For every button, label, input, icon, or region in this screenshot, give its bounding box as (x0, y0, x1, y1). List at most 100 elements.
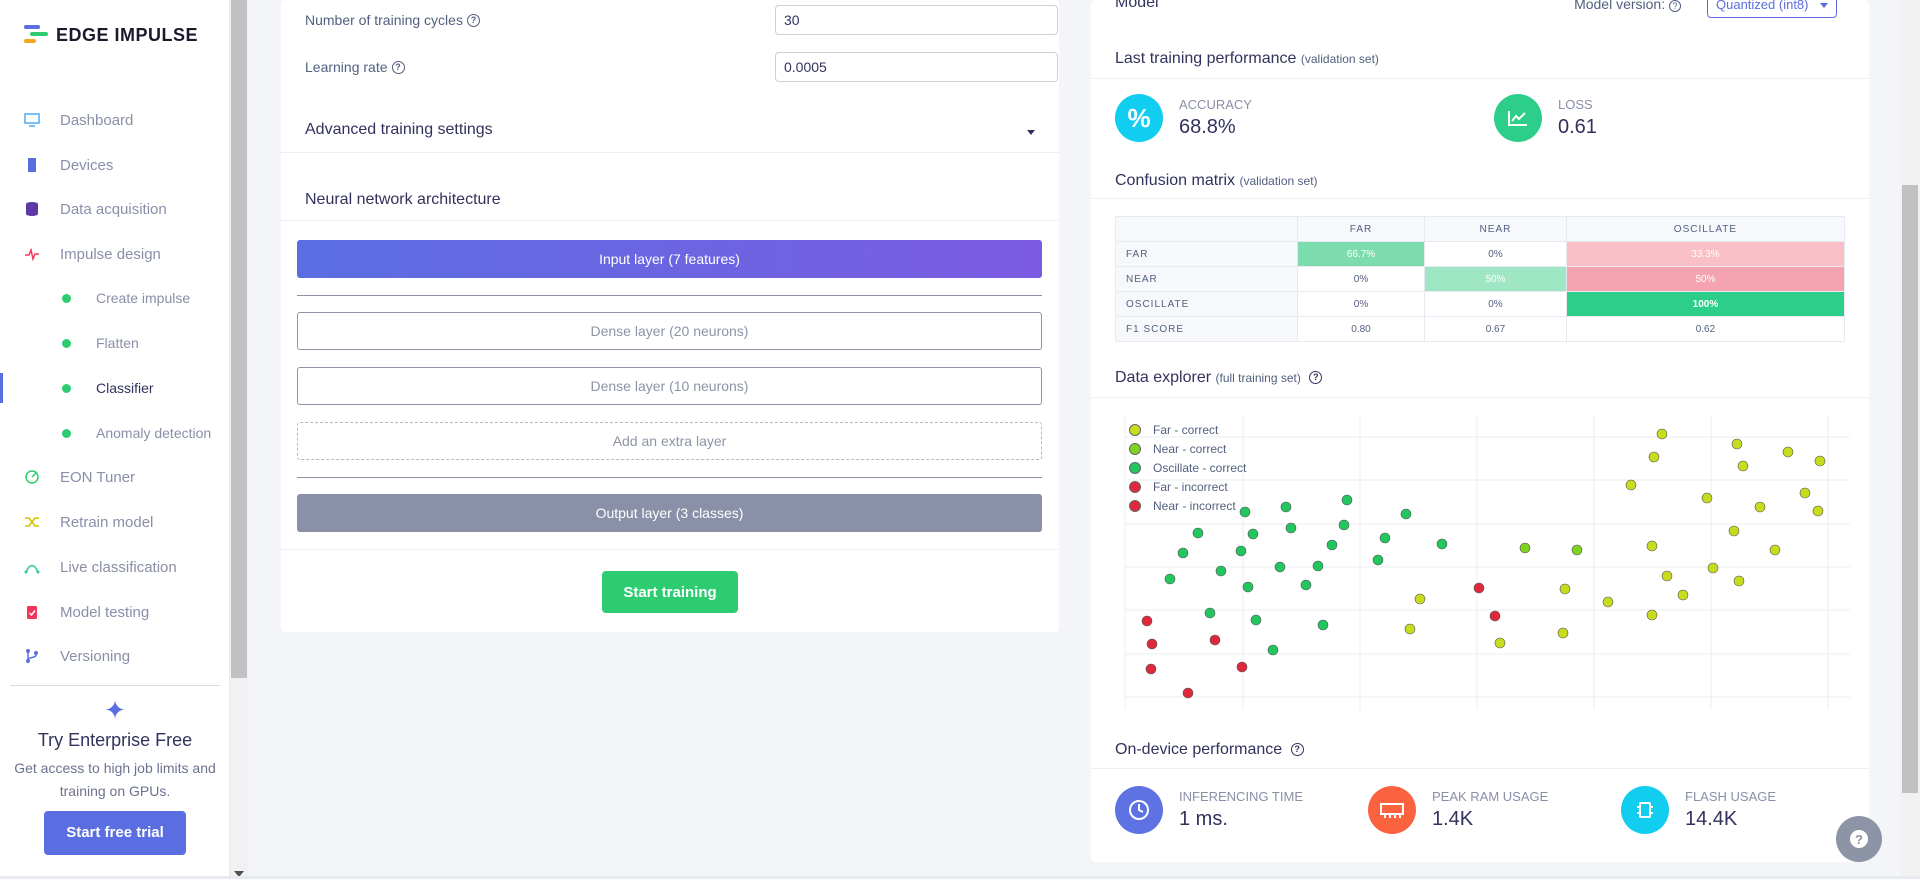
help-button[interactable]: ? (1836, 816, 1882, 862)
help-icon[interactable]: ? (466, 13, 480, 27)
dense-layer-20[interactable]: Dense layer (20 neurons) (297, 312, 1042, 350)
help-icon[interactable]: ? (1309, 371, 1323, 385)
sidebar-item-live-classification[interactable]: Live classification (0, 552, 230, 582)
data-point[interactable] (1707, 562, 1719, 574)
data-point[interactable] (1559, 583, 1571, 595)
data-point[interactable] (1754, 501, 1766, 513)
data-point[interactable] (1400, 508, 1412, 520)
chevron-down-icon[interactable] (1027, 130, 1035, 135)
data-point[interactable] (1557, 627, 1569, 639)
add-extra-layer-button[interactable]: Add an extra layer (297, 422, 1042, 460)
data-point[interactable] (1769, 544, 1781, 556)
help-icon[interactable]: ? (1290, 743, 1304, 757)
dense-layer-10[interactable]: Dense layer (10 neurons) (297, 367, 1042, 405)
data-point[interactable] (1473, 582, 1485, 594)
data-point[interactable] (1300, 579, 1312, 591)
data-point[interactable] (1204, 607, 1216, 619)
sidebar-scrollbar[interactable] (230, 0, 248, 879)
data-point[interactable] (1625, 479, 1637, 491)
data-point[interactable] (1341, 494, 1353, 506)
data-point[interactable] (1404, 623, 1416, 635)
page-scrollbar[interactable] (1900, 0, 1920, 879)
data-point[interactable] (1814, 455, 1826, 467)
sidebar-item-versioning[interactable]: Versioning (0, 641, 230, 671)
legend-item[interactable]: Near - correct (1129, 439, 1246, 458)
logo[interactable]: EDGE IMPULSE (24, 24, 198, 46)
model-version-select[interactable]: Quantized (int8) (1707, 0, 1837, 18)
sidebar-item-data-acquisition[interactable]: Data acquisition (0, 194, 230, 224)
data-point[interactable] (1489, 610, 1501, 622)
start-free-trial-button[interactable]: Start free trial (44, 811, 186, 855)
sidebar-item-impulse-design[interactable]: Impulse design (0, 239, 230, 269)
data-point[interactable] (1247, 528, 1259, 540)
data-point[interactable] (1812, 505, 1824, 517)
data-point[interactable] (1141, 615, 1153, 627)
data-point[interactable] (1648, 451, 1660, 463)
data-point[interactable] (1145, 663, 1157, 675)
data-point[interactable] (1338, 519, 1350, 531)
sidebar-item-flatten[interactable]: Flatten (0, 328, 230, 358)
data-point[interactable] (1280, 501, 1292, 513)
data-point[interactable] (1326, 539, 1338, 551)
learning-rate-input[interactable]: 0.0005 (775, 52, 1058, 82)
sidebar-item-model-testing[interactable]: Model testing (0, 597, 230, 627)
data-point[interactable] (1436, 538, 1448, 550)
data-point[interactable] (1372, 554, 1384, 566)
data-point[interactable] (1661, 570, 1673, 582)
data-point[interactable] (1312, 560, 1324, 572)
data-point[interactable] (1235, 545, 1247, 557)
scroll-down-arrow-icon[interactable] (234, 871, 244, 877)
data-point[interactable] (1677, 589, 1689, 601)
data-point[interactable] (1242, 581, 1254, 593)
sidebar-scrollbar-thumb[interactable] (231, 0, 247, 678)
scatter-plot[interactable] (1115, 410, 1869, 715)
data-explorer-plot[interactable]: Far - correct Near - correct Oscillate -… (1115, 410, 1869, 715)
data-point[interactable] (1733, 575, 1745, 587)
data-point[interactable] (1236, 661, 1248, 673)
data-point[interactable] (1239, 506, 1251, 518)
legend-item[interactable]: Far - incorrect (1129, 477, 1246, 496)
data-point[interactable] (1571, 544, 1583, 556)
data-point[interactable] (1414, 593, 1426, 605)
sidebar-item-classifier[interactable]: Classifier (0, 373, 230, 403)
data-point[interactable] (1728, 525, 1740, 537)
data-point[interactable] (1215, 565, 1227, 577)
sidebar-item-retrain-model[interactable]: Retrain model (0, 507, 230, 537)
data-point[interactable] (1379, 532, 1391, 544)
data-point[interactable] (1799, 487, 1811, 499)
data-point[interactable] (1494, 637, 1506, 649)
data-point[interactable] (1317, 619, 1329, 631)
data-point[interactable] (1782, 446, 1794, 458)
data-point[interactable] (1274, 561, 1286, 573)
data-point[interactable] (1164, 573, 1176, 585)
data-point[interactable] (1701, 492, 1713, 504)
legend-item[interactable]: Oscillate - correct (1129, 458, 1246, 477)
page-scrollbar-thumb[interactable] (1902, 185, 1918, 793)
data-point[interactable] (1177, 547, 1189, 559)
sidebar-item-devices[interactable]: Devices (0, 150, 230, 180)
data-point[interactable] (1737, 460, 1749, 472)
data-point[interactable] (1646, 609, 1658, 621)
data-point[interactable] (1250, 614, 1262, 626)
help-icon[interactable]: ? (391, 60, 405, 74)
sidebar-item-create-impulse[interactable]: Create impulse (0, 283, 230, 313)
help-icon[interactable]: ? (1669, 0, 1681, 12)
data-point[interactable] (1209, 634, 1221, 646)
data-point[interactable] (1519, 542, 1531, 554)
data-point[interactable] (1731, 438, 1743, 450)
data-point[interactable] (1267, 644, 1279, 656)
start-training-button[interactable]: Start training (602, 571, 738, 613)
data-point[interactable] (1285, 522, 1297, 534)
data-point[interactable] (1656, 428, 1668, 440)
data-point[interactable] (1182, 687, 1194, 699)
sidebar-item-eon-tuner[interactable]: EON Tuner (0, 462, 230, 492)
sidebar-item-dashboard[interactable]: Dashboard (0, 105, 230, 135)
data-point[interactable] (1192, 527, 1204, 539)
data-point[interactable] (1146, 638, 1158, 650)
training-cycles-input[interactable]: 30 (775, 5, 1058, 35)
data-point[interactable] (1602, 596, 1614, 608)
data-point[interactable] (1646, 540, 1658, 552)
input-layer[interactable]: Input layer (7 features) (297, 240, 1042, 278)
legend-item[interactable]: Far - correct (1129, 420, 1246, 439)
advanced-training-settings-toggle[interactable]: Advanced training settings (305, 121, 493, 138)
